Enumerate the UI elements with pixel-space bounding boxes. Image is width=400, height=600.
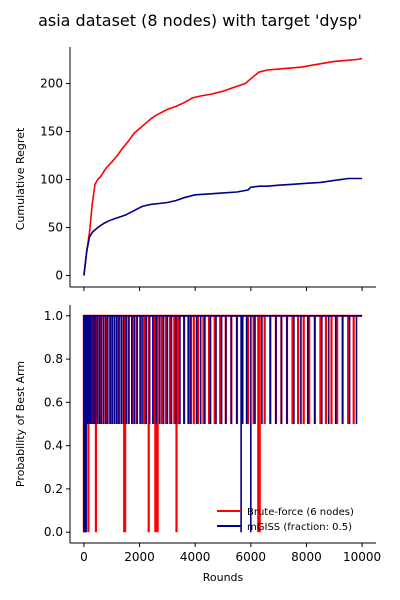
top-series-group (83, 57, 363, 276)
bottom-x-tick-label: 10000 (343, 550, 381, 564)
bottom-x-tick-label: 2000 (124, 550, 155, 564)
bottom-y-axis-label: Probability of Best Arm (14, 361, 27, 487)
regret-line-brute-force (83, 57, 363, 276)
bottom-y-tick-label: 0.6 (44, 395, 63, 409)
cumulative-regret-panel: 0 50 100 150 200 Cumulative Regret (14, 47, 376, 291)
top-y-tick-label: 0 (55, 268, 63, 282)
bottom-axes: 0.0 0.2 0.4 0.6 0.8 1.0 0 2000 4000 6000 8000 10000 (44, 305, 381, 564)
bottom-x-axis-label: Rounds (203, 571, 244, 584)
top-axes: 0 50 100 150 200 (40, 47, 376, 291)
top-y-tick-label: 200 (40, 76, 63, 90)
legend: Brute-force (6 nodes) mGISS (fraction: 0… (217, 507, 354, 533)
top-y-tick-label: 50 (48, 220, 63, 234)
bottom-x-tick-label: 6000 (236, 550, 267, 564)
bottom-y-tick-label: 0.8 (44, 352, 63, 366)
bottom-series-group (82, 314, 363, 533)
regret-line-mgiss (83, 177, 363, 276)
bottom-y-tick-label: 1.0 (44, 309, 63, 323)
bottom-y-tick-label: 0.4 (44, 439, 63, 453)
bottom-x-tick-label: 4000 (180, 550, 211, 564)
figure-title: asia dataset (8 nodes) with target 'dysp… (38, 11, 362, 30)
probability-line-mgiss (83, 315, 363, 533)
top-y-axis-label: Cumulative Regret (14, 127, 27, 230)
top-y-tick-label: 100 (40, 172, 63, 186)
legend-label-brute-force: Brute-force (6 nodes) (247, 507, 354, 518)
top-y-tick-label: 150 (40, 124, 63, 138)
bottom-y-tick-label: 0.2 (44, 482, 63, 496)
legend-label-mgiss: mGISS (fraction: 0.5) (247, 522, 352, 533)
bottom-y-tick-label: 0.0 (44, 525, 63, 539)
probability-panel: 0.0 0.2 0.4 0.6 0.8 1.0 0 2000 4000 6000 8000 10000… (14, 305, 381, 584)
bottom-x-tick-label: 8000 (291, 550, 322, 564)
bottom-x-tick-label: 0 (80, 550, 88, 564)
